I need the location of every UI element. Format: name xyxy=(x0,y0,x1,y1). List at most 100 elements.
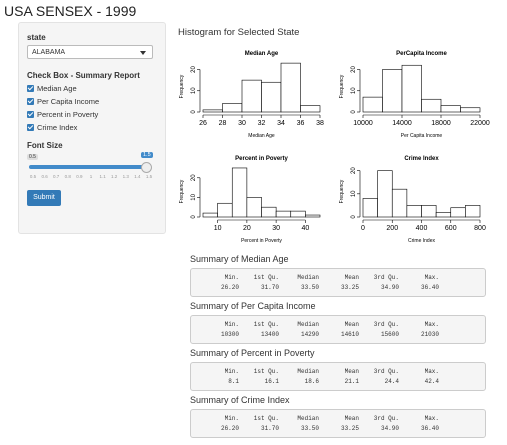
summary-output: Min. 1st Qu. Median Mean 3rd Qu. Max. 10300 134… xyxy=(190,315,486,344)
summary-column: Min. xyxy=(224,368,239,375)
summary-value: 10300 xyxy=(220,331,239,338)
x-tick-label: 0 xyxy=(361,225,365,232)
summary-title: Summary of Percent in Poverty xyxy=(190,348,315,358)
bar xyxy=(261,81,282,113)
submit-button[interactable]: Submit xyxy=(27,190,61,206)
summary-value: 8.1 xyxy=(228,378,239,385)
y-tick-label: 10 xyxy=(191,193,197,200)
summary-title: Summary of Crime Index xyxy=(190,395,290,405)
summary-column: Min. xyxy=(224,321,239,328)
summary-column: Max. xyxy=(424,274,439,281)
y-tick-label: 0 xyxy=(351,215,357,219)
bar xyxy=(300,105,321,113)
app-title: USA SENSEX - 1999 xyxy=(4,3,137,19)
summary-value: 31.70 xyxy=(260,425,279,432)
x-axis-label: Median Age xyxy=(248,133,275,139)
bar xyxy=(362,96,383,113)
checkbox[interactable]: Crime Index xyxy=(27,123,77,132)
summary-value: 18.6 xyxy=(304,378,319,385)
histogram-title: Percent in Poverty xyxy=(235,156,288,162)
histogram-title: Median Age xyxy=(245,51,279,57)
bar xyxy=(217,202,233,218)
summary-column: Mean xyxy=(344,415,359,422)
slider-handle[interactable] xyxy=(141,162,152,173)
state-label: state xyxy=(27,33,46,42)
sidebar: state ALABAMA Check Box - Summary Report… xyxy=(18,22,166,234)
slider-tick-label: 1.1 xyxy=(99,174,106,179)
summary-value: 14610 xyxy=(340,331,359,338)
state-select[interactable]: ALABAMA xyxy=(27,45,153,59)
slider-value: 1.5 xyxy=(141,152,153,158)
summary-value: 14290 xyxy=(300,331,319,338)
bar xyxy=(421,205,437,218)
summary-output: Min. 1st Qu. Median Mean 3rd Qu. Max. 8.1 16.1 1… xyxy=(190,362,486,391)
x-tick-label: 30 xyxy=(238,120,246,127)
summary-column: Mean xyxy=(344,368,359,375)
checkbox-box xyxy=(27,111,34,118)
bar xyxy=(261,206,277,218)
slider-label: Font Size xyxy=(27,141,63,150)
summary-value: 42.4 xyxy=(424,378,439,385)
summary-column: 3rd Qu. xyxy=(373,368,399,375)
summary-value: 36.40 xyxy=(420,284,439,291)
y-tick-label: 10 xyxy=(191,87,197,94)
bar xyxy=(202,212,218,218)
x-tick-label: 22000 xyxy=(470,120,490,127)
bar xyxy=(460,107,481,113)
x-tick-label: 20 xyxy=(243,225,251,232)
bar xyxy=(435,212,452,218)
bar xyxy=(406,205,422,218)
summary-title: Summary of Median Age xyxy=(190,254,289,264)
slider-tick-label: 0.5 xyxy=(29,174,37,179)
x-tick-label: 600 xyxy=(445,225,457,232)
checkbox-box xyxy=(27,85,34,92)
slider-tick-label: 0.9 xyxy=(76,174,83,179)
x-tick-label: 30 xyxy=(272,225,280,232)
histogram-title: PerCapita Income xyxy=(396,51,447,57)
x-tick-label: 38 xyxy=(316,120,324,127)
summary-column: 3rd Qu. xyxy=(373,274,399,281)
summary-column: Mean xyxy=(344,274,359,281)
x-tick-label: 32 xyxy=(258,120,266,127)
x-tick-label: 10000 xyxy=(353,120,373,127)
summary-value: 26.20 xyxy=(220,284,239,291)
checkbox-label: Crime Index xyxy=(37,123,78,132)
summary-column: 1st Qu. xyxy=(253,415,279,422)
checkbox[interactable]: Per Capita Income xyxy=(27,97,99,106)
histogram: PerCapita Income Per Capita Income Frequen… xyxy=(339,51,490,139)
y-axis-label: Frequency xyxy=(339,179,345,203)
summary-value: 21030 xyxy=(420,331,439,338)
summary-output: Min. 1st Qu. Median Mean 3rd Qu. Max. 26.20 31.… xyxy=(190,268,486,297)
histogram-title: Crime Index xyxy=(404,156,439,162)
summary-title: Summary of Per Capita Income xyxy=(190,301,316,311)
summary-value-row: 10300 13400 14290 14610 15600 21030 xyxy=(199,331,439,338)
checkbox-label: Median Age xyxy=(37,84,77,93)
y-axis-label: Frequency xyxy=(339,74,345,98)
y-tick-label: 0 xyxy=(191,215,197,219)
bar xyxy=(401,64,422,113)
slider-tick-label: 0.7 xyxy=(53,174,60,179)
y-tick-label: 20 xyxy=(351,66,357,73)
checkbox[interactable]: Percent in Poverty xyxy=(27,110,98,119)
summary-header-row: Min. 1st Qu. Median Mean 3rd Qu. Max. xyxy=(199,274,439,281)
summary-value: 16.1 xyxy=(264,378,279,385)
x-axis-label: Crime Index xyxy=(408,238,435,244)
slider-min: 0.5 xyxy=(27,154,38,160)
summary-column: 1st Qu. xyxy=(253,321,279,328)
summary-column: Max. xyxy=(424,368,439,375)
bar xyxy=(231,167,248,218)
bar xyxy=(275,210,292,218)
summary-column: Min. xyxy=(224,274,239,281)
slider-tick-label: 0.8 xyxy=(64,174,71,179)
summary-value: 33.25 xyxy=(340,284,359,291)
checkbox[interactable]: Median Age xyxy=(27,84,77,93)
x-tick-label: 36 xyxy=(297,120,305,127)
checkbox-heading: Check Box - Summary Report xyxy=(27,71,140,80)
summary-column: 1st Qu. xyxy=(253,368,279,375)
bar xyxy=(202,109,223,113)
bar xyxy=(290,210,306,218)
slider-tick-label: 1.4 xyxy=(134,174,141,179)
x-tick-label: 10 xyxy=(214,225,222,232)
